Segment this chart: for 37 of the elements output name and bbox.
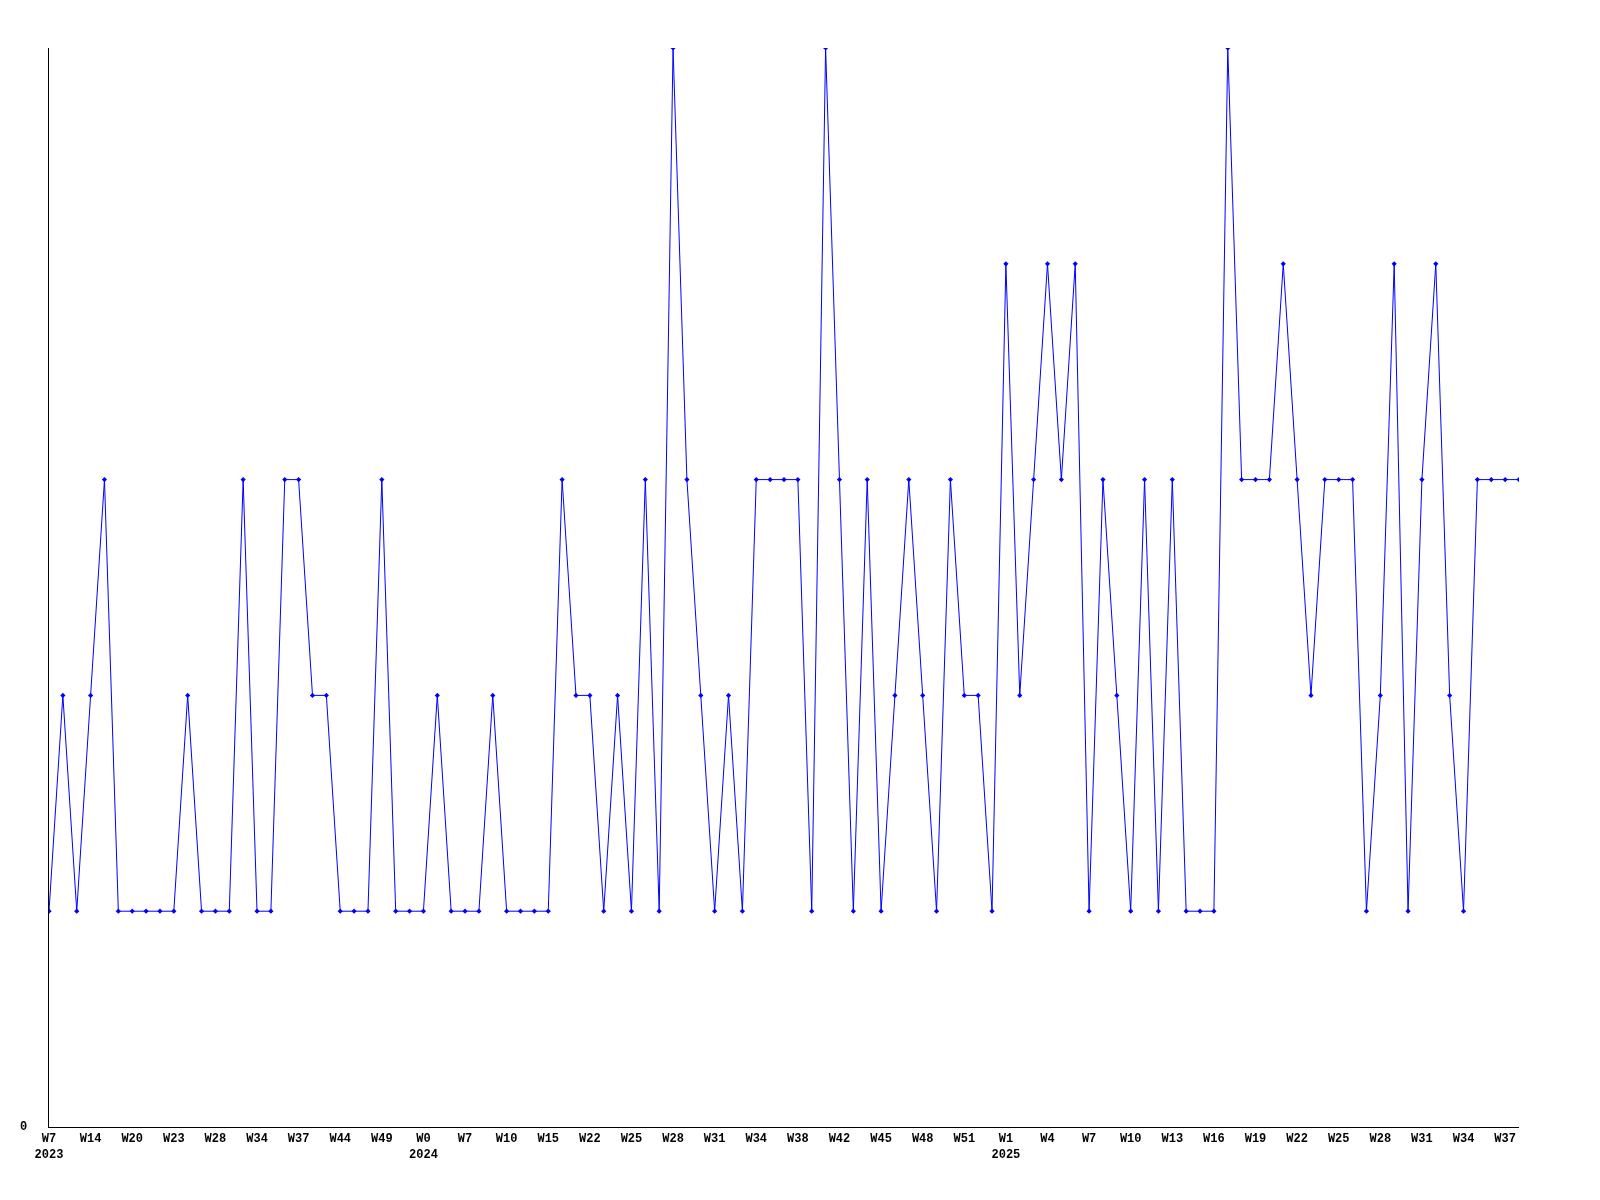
x-tick-label: W0 2024 xyxy=(409,1132,438,1162)
x-tick-label: W34 xyxy=(1452,1132,1475,1147)
x-tick-label: W45 xyxy=(870,1132,892,1147)
x-tick-label: W34 xyxy=(745,1132,768,1147)
x-tick-label: W10 xyxy=(1119,1132,1142,1147)
x-tick-label: W34 xyxy=(246,1132,268,1147)
x-tick-label: W51 xyxy=(953,1132,976,1147)
x-tick-label: W37 xyxy=(287,1132,310,1147)
x-tick-label: W42 xyxy=(828,1132,851,1147)
x-tick-label: W22 xyxy=(1286,1132,1308,1147)
x-tick-label: W25 xyxy=(620,1132,643,1147)
x-tick-label: W16 xyxy=(1203,1132,1225,1147)
x-tick-label: W19 xyxy=(1244,1132,1267,1147)
x-tick-label: W13 xyxy=(1161,1132,1184,1147)
x-tick-label: W37 xyxy=(1494,1132,1516,1147)
text: 0 xyxy=(20,1120,28,1134)
x-tick-label: W28 xyxy=(204,1132,227,1147)
x-tick-label: W25 xyxy=(1327,1132,1350,1147)
x-tick-label: W44 xyxy=(329,1132,352,1147)
x-tick-label: W48 xyxy=(911,1132,934,1147)
x-tick-label: W4 xyxy=(1040,1132,1055,1147)
x-tick-label: W15 xyxy=(537,1132,560,1147)
x-tick-label: W7 xyxy=(457,1132,473,1147)
x-tick-label: W23 xyxy=(163,1132,185,1147)
x-tick-label: W49 xyxy=(371,1132,393,1147)
x-tick-label: W7 2023 xyxy=(34,1132,64,1162)
x-tick-label: W7 xyxy=(1081,1132,1097,1147)
x-tick-label: W31 xyxy=(703,1132,726,1147)
x-tick-label: W31 xyxy=(1411,1132,1433,1147)
x-tick-label: W14 xyxy=(79,1132,102,1147)
x-tick-label: W20 xyxy=(121,1132,144,1147)
x-tick-label: W28 xyxy=(1369,1132,1392,1147)
x-tick-label: W22 xyxy=(579,1132,601,1147)
x-tick-label: W1 2025 xyxy=(991,1132,1021,1162)
x-tick-label: W38 xyxy=(787,1132,809,1147)
x-tick-label: W10 xyxy=(495,1132,518,1147)
x-tick-label: W28 xyxy=(662,1132,684,1147)
